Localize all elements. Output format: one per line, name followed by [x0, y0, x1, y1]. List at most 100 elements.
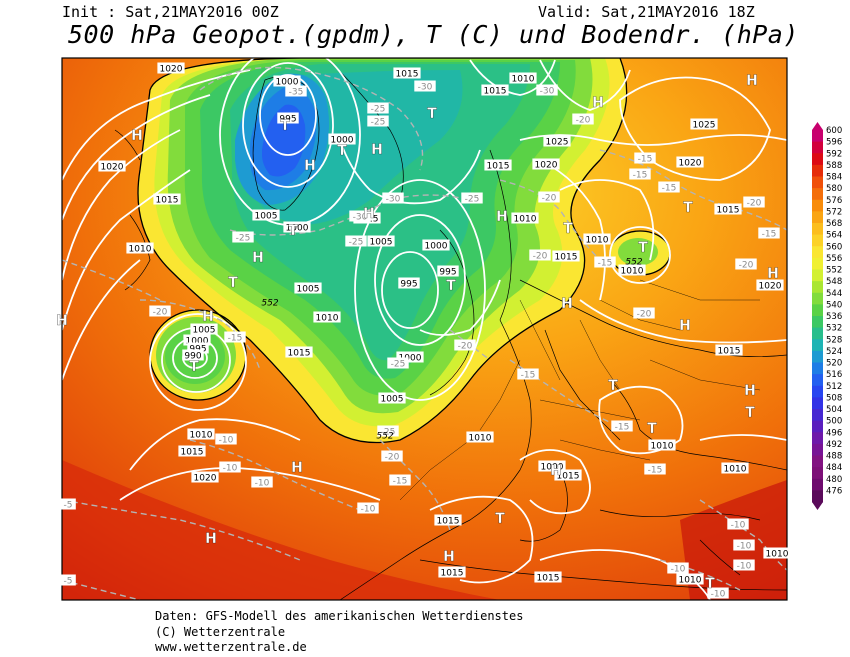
- svg-text:-15: -15: [633, 171, 648, 181]
- svg-text:-15: -15: [638, 155, 653, 165]
- svg-text:-20: -20: [153, 308, 168, 318]
- isotherm-label: -30: [382, 192, 404, 205]
- high-pressure-center: H: [252, 250, 264, 266]
- svg-text:-10: -10: [737, 562, 752, 572]
- isotherm-label: -30: [349, 210, 371, 223]
- colorbar-label: 564: [826, 231, 842, 241]
- isotherm-label: -15: [758, 227, 780, 240]
- isobar-label: 1015: [714, 203, 742, 216]
- isotherm-label: -15: [517, 368, 539, 381]
- isobar-label: 1020: [676, 156, 704, 169]
- low-pressure-center: T: [228, 275, 238, 291]
- svg-text:-15: -15: [662, 184, 677, 194]
- colorbar-swatch: [812, 443, 823, 456]
- svg-text:1010: 1010: [766, 550, 789, 560]
- svg-text:-20: -20: [542, 194, 557, 204]
- colorbar-swatch: [812, 478, 823, 491]
- isotherm-label: -20: [538, 191, 560, 204]
- low-pressure-center: T: [745, 405, 755, 421]
- svg-text:1010: 1010: [190, 431, 213, 441]
- colorbar-label: 576: [826, 196, 842, 206]
- isotherm-label: -10: [215, 433, 237, 446]
- svg-text:-25: -25: [391, 360, 406, 370]
- isobar-label: 1010: [618, 264, 646, 277]
- colorbar-label: 548: [826, 277, 842, 287]
- colorbar-swatch: [812, 269, 823, 282]
- isobar-label: 1015: [484, 159, 512, 172]
- isobar-label: 1015: [393, 67, 421, 80]
- east-low-inner: [618, 238, 658, 266]
- colorbar-label: 528: [826, 335, 842, 345]
- footer-copyright: (C) Wetterzentrale: [155, 625, 286, 639]
- isobar-label: 1010: [313, 311, 341, 324]
- isobar-label: 1015: [534, 571, 562, 584]
- svg-text:1015: 1015: [441, 569, 464, 579]
- isobar-label: 1010: [583, 233, 611, 246]
- isobar-label: 1015: [285, 346, 313, 359]
- svg-text:-25: -25: [465, 195, 480, 205]
- colorbar-swatch: [812, 327, 823, 340]
- svg-text:-25: -25: [371, 118, 386, 128]
- colorbar-label: 508: [826, 393, 842, 403]
- isobar-label: 1005: [378, 392, 406, 405]
- isotherm-label: -30: [536, 84, 558, 97]
- colorbar-swatch: [812, 292, 823, 305]
- high-pressure-center: H: [561, 296, 573, 312]
- svg-text:1005: 1005: [297, 285, 320, 295]
- footer-website[interactable]: www.wetterzentrale.de: [155, 640, 307, 654]
- high-pressure-center: H: [56, 313, 68, 329]
- colorbar-label: 484: [826, 463, 842, 473]
- svg-text:-30: -30: [418, 83, 433, 93]
- isobar-label: 1020: [756, 279, 784, 292]
- isobar-label: 1015: [438, 566, 466, 579]
- svg-text:-25: -25: [381, 428, 396, 438]
- colorbar-label: 480: [826, 475, 842, 485]
- colorbar-swatch: [812, 316, 823, 329]
- colorbar-swatch: [812, 432, 823, 445]
- colorbar-swatch: [812, 153, 823, 166]
- svg-text:1010: 1010: [129, 245, 152, 255]
- colorbar-label: 516: [826, 370, 842, 380]
- colorbar-swatch: [812, 420, 823, 433]
- svg-text:1015: 1015: [487, 162, 510, 172]
- isobar-label: 1000: [283, 221, 311, 234]
- svg-text:1000: 1000: [286, 224, 309, 234]
- svg-text:1000: 1000: [399, 354, 422, 364]
- colorbar-swatch: [812, 211, 823, 224]
- colorbar-swatch: [812, 164, 823, 177]
- svg-text:-35: -35: [289, 88, 304, 98]
- high-pressure-center: H: [767, 266, 779, 282]
- colorbar-swatch: [812, 234, 823, 247]
- isotherm-label: -25: [461, 192, 483, 205]
- colorbar: 6005965925885845805765725685645605565525…: [812, 122, 842, 510]
- isobar-label: 1015: [715, 344, 743, 357]
- isotherm-label: -25: [367, 115, 389, 128]
- svg-text:-20: -20: [385, 453, 400, 463]
- isotherm-label: -10: [733, 539, 755, 552]
- svg-text:-25: -25: [236, 234, 251, 244]
- colorbar-swatch: [812, 304, 823, 317]
- svg-text:-10: -10: [711, 590, 726, 600]
- svg-text:-15: -15: [521, 371, 536, 381]
- isobar-label: 1000: [273, 75, 301, 88]
- svg-text:1015: 1015: [555, 253, 578, 263]
- high-pressure-center: H: [363, 206, 375, 222]
- colorbar-swatch: [812, 339, 823, 352]
- colorbar-swatch: [812, 490, 823, 503]
- colorbar-label: 568: [826, 219, 842, 229]
- colorbar-label: 572: [826, 207, 842, 217]
- colorbar-label: 532: [826, 324, 842, 334]
- isotherm-label: -25: [232, 231, 254, 244]
- high-pressure-center: H: [131, 128, 143, 144]
- colorbar-label: 492: [826, 440, 842, 450]
- svg-text:990: 990: [184, 352, 201, 362]
- colorbar-label: 504: [826, 405, 842, 415]
- svg-text:-5: -5: [64, 501, 73, 511]
- high-pressure-center: H: [744, 383, 756, 399]
- low-pressure-center: T: [189, 359, 199, 375]
- colorbar-label: 584: [826, 173, 842, 183]
- isobar-label: 1005: [252, 209, 280, 222]
- high-pressure-center: H: [304, 158, 316, 174]
- low-pressure-center: T: [638, 240, 648, 256]
